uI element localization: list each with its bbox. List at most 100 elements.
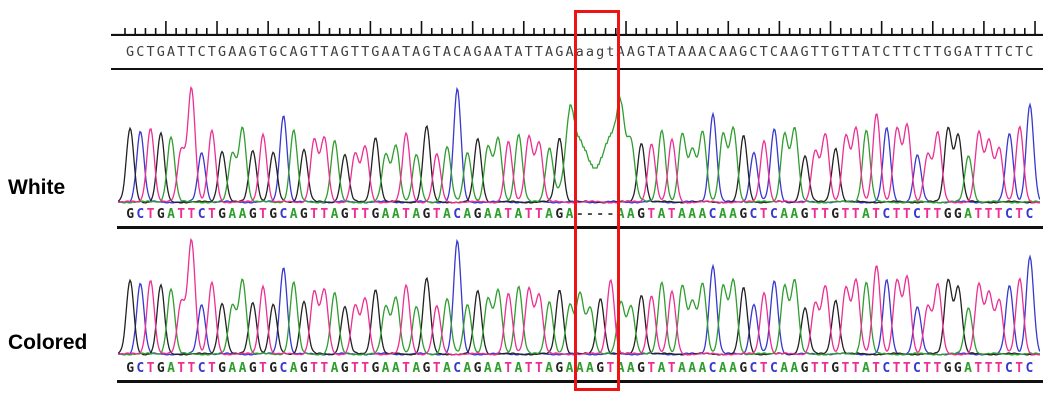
base-letter: G	[739, 44, 748, 60]
base-letter: T	[872, 207, 880, 222]
base-letter: A	[565, 361, 574, 376]
base-letter: T	[361, 44, 370, 60]
base-letter: A	[412, 361, 421, 376]
base-letter: A	[330, 361, 339, 376]
base-letter: A	[678, 207, 686, 222]
base-letter: T	[320, 44, 329, 60]
base-letter: C	[882, 361, 891, 376]
base-letter: A	[657, 361, 666, 376]
base-letter: T	[841, 207, 850, 222]
base-letter: A	[698, 44, 707, 60]
base-letter: G	[218, 207, 226, 222]
base-letter: C	[279, 361, 288, 376]
row-label-white: White	[8, 176, 66, 199]
base-letter: C	[1025, 207, 1034, 222]
base-letter: A	[412, 207, 421, 222]
base-letter: G	[800, 44, 809, 60]
base-letter: G	[831, 361, 840, 376]
base-letter: T	[851, 44, 860, 60]
base-letter: C	[1005, 361, 1013, 376]
base-letter: T	[309, 44, 319, 60]
base-letter: A	[565, 44, 574, 60]
base-letter: T	[933, 44, 942, 60]
base-letter: C	[769, 44, 778, 60]
base-letter: A	[167, 207, 175, 222]
base-letter: C	[749, 361, 758, 376]
base-letter: T	[310, 361, 318, 376]
base-letter: A	[514, 361, 523, 376]
base-letter: T	[667, 44, 676, 60]
base-letter: T	[994, 44, 1003, 60]
base-letter: G	[218, 361, 226, 376]
base-letter: A	[483, 207, 492, 222]
base-letter: A	[861, 44, 870, 60]
base-letter: T	[810, 44, 819, 60]
base-letter: A	[238, 44, 247, 60]
base-letter: T	[892, 44, 901, 60]
base-letter: T	[432, 361, 441, 376]
base-letter: A	[289, 207, 298, 222]
base-letter: T	[207, 207, 216, 222]
base-letter: T	[810, 207, 819, 222]
base-letter: G	[739, 361, 748, 376]
base-letter: C	[1005, 207, 1013, 222]
base-letter: G	[248, 44, 257, 60]
underline-white	[117, 226, 1043, 229]
base-letter: G	[126, 207, 135, 222]
base-letter: A	[729, 361, 737, 376]
base-letter: C	[279, 44, 288, 60]
base-letter: A	[442, 361, 451, 376]
base-letter: G	[953, 361, 962, 376]
base-letter: T	[923, 207, 932, 222]
base-letter: A	[391, 207, 400, 222]
base-letter: G	[218, 44, 227, 60]
base-letter: T	[667, 361, 676, 376]
base-letter: T	[810, 361, 819, 376]
base-letter: T	[320, 207, 329, 222]
base-letter: A	[861, 207, 870, 222]
base-letter: T	[892, 207, 901, 222]
base-letter: G	[943, 361, 952, 376]
base-letter: G	[473, 44, 482, 60]
base-letter: A	[963, 44, 973, 60]
base-letter: G	[340, 207, 349, 222]
base-letter: T	[524, 44, 533, 60]
base-letter: A	[494, 207, 502, 222]
base-letter: T	[974, 207, 983, 222]
base-letter: T	[207, 361, 216, 376]
base-letter: A	[391, 44, 400, 60]
base-letter: A	[616, 44, 625, 60]
base-letter: A	[780, 44, 789, 60]
base-letter: A	[391, 361, 400, 376]
base-letter: A	[698, 207, 707, 222]
base-letter: T	[350, 44, 359, 60]
base-letter: C	[882, 207, 891, 222]
base-letter: T	[841, 44, 850, 60]
base-letter: G	[371, 207, 380, 222]
base-letter: a	[585, 44, 595, 60]
base-letter: A	[626, 361, 635, 376]
base-letter: A	[289, 361, 298, 376]
base-letter: A	[688, 361, 697, 376]
base-letter: T	[146, 361, 155, 376]
base-letter: T	[667, 207, 676, 222]
base-letter: -	[575, 207, 584, 222]
base-letter: G	[156, 44, 165, 60]
base-letter: G	[555, 44, 564, 60]
base-letter: A	[289, 44, 298, 60]
base-letter: T	[146, 44, 155, 60]
base-letter: A	[718, 44, 727, 60]
base-letter: A	[514, 207, 523, 222]
base-letter: A	[616, 361, 625, 376]
base-letter: T	[759, 207, 768, 222]
base-letter: A	[545, 44, 554, 60]
base-letter: A	[412, 44, 421, 60]
base-letter: T	[524, 207, 533, 222]
base-letter: A	[790, 44, 799, 60]
base-letter: G	[269, 207, 278, 222]
base-letter: A	[514, 44, 523, 60]
base-letter: T	[974, 361, 983, 376]
base-letter: G	[831, 44, 840, 60]
base-letter: C	[453, 44, 462, 60]
